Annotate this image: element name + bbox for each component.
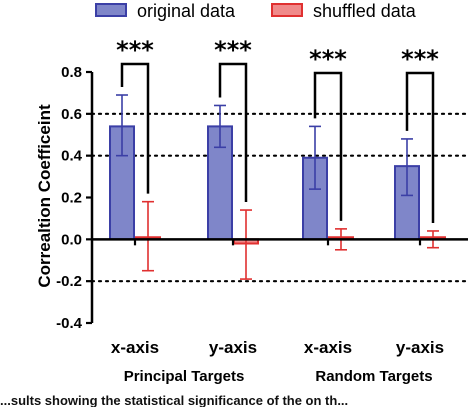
x-group-label-1: Random Targets <box>315 368 432 385</box>
x-axis-groups: Principal Targets Random Targets <box>124 368 433 385</box>
legend: original data shuffled data <box>95 1 417 21</box>
gridlines <box>90 112 470 283</box>
y-tick-label-5: -0.2 <box>56 273 82 290</box>
x-axis-categories: x-axis y-axis x-axis y-axis <box>111 338 444 357</box>
y-tick-label-0: 0.8 <box>61 64 82 81</box>
y-tick-label-3: 0.2 <box>61 190 82 207</box>
axes <box>90 72 468 323</box>
y-tick-label-2: 0.4 <box>61 148 83 165</box>
y-tick-label-1: 0.6 <box>61 106 82 123</box>
x-category-label-1: y-axis <box>209 338 257 357</box>
significance-label-1: *** <box>214 36 252 64</box>
significance-label-0: *** <box>116 36 154 64</box>
bars <box>109 125 446 245</box>
significance-bracket-2 <box>313 71 343 221</box>
significance-markers: *** *** *** *** <box>116 36 439 223</box>
y-axis-ticks: 0.8 0.6 0.4 0.2 0.0 -0.2 -0.4 <box>56 64 92 332</box>
legend-swatch-original <box>95 3 127 17</box>
x-category-label-2: x-axis <box>304 338 352 357</box>
y-axis-label: Correaltion Coefficeint <box>35 104 54 288</box>
y-tick-label-4: 0.0 <box>61 231 82 248</box>
significance-bracket-1 <box>218 62 248 203</box>
legend-label-shuffled: shuffled data <box>313 1 417 21</box>
figure-caption-fragment: ...sults showing the statistical signifi… <box>0 393 348 407</box>
error-bars <box>116 94 439 280</box>
legend-swatch-shuffled <box>271 3 303 17</box>
significance-bracket-0 <box>120 62 150 194</box>
x-group-label-0: Principal Targets <box>124 368 245 385</box>
x-category-label-3: y-axis <box>396 338 444 357</box>
significance-label-3: *** <box>401 45 439 73</box>
significance-label-2: *** <box>309 45 347 73</box>
x-category-label-0: x-axis <box>111 338 159 357</box>
y-tick-label-6: -0.4 <box>56 315 83 332</box>
significance-bracket-3 <box>405 71 435 223</box>
legend-label-original: original data <box>137 1 236 21</box>
